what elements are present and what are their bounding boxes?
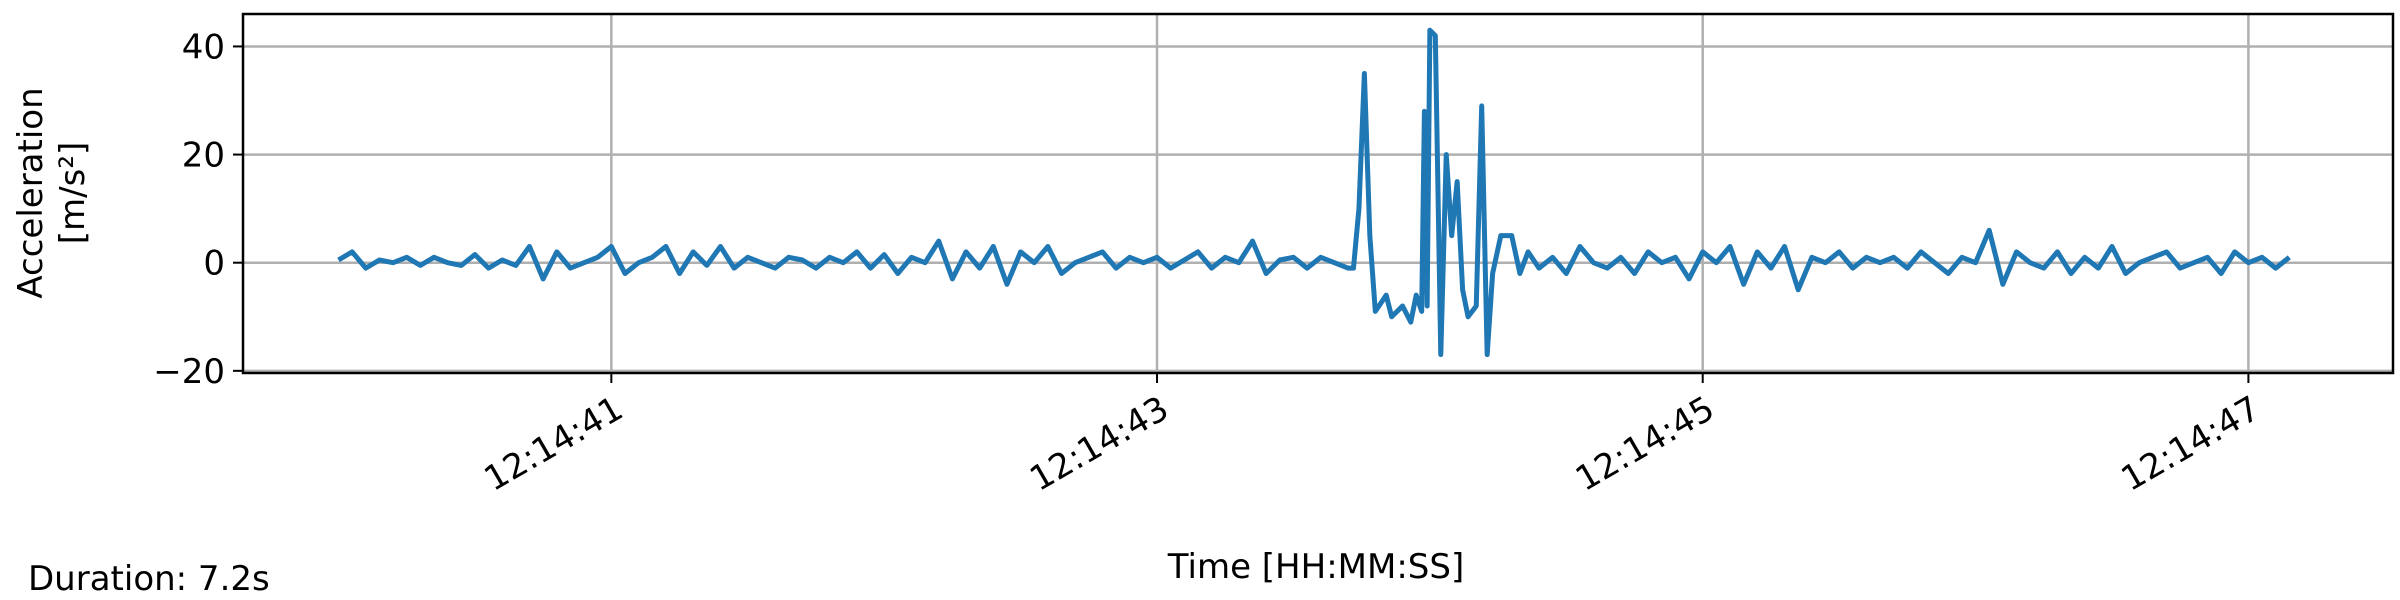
y-tick-label: 0 (203, 244, 225, 284)
x-axis-label: Time [HH:MM:SS] (1167, 547, 1464, 587)
x-tick-label: 12:14:43 (1023, 389, 1175, 500)
line-series (337, 27, 2291, 358)
y-tick-label: 40 (182, 27, 225, 67)
y-tick-label: −20 (153, 352, 225, 392)
y-tick-label: 20 (182, 136, 225, 176)
x-tick-label: 12:14:45 (1569, 389, 1721, 500)
x-tick-label: 12:14:47 (2115, 389, 2267, 500)
x-tick-label: 12:14:41 (478, 389, 630, 500)
y-axis-label: Acceleration (11, 87, 51, 298)
y-axis-label: [m/s²] (53, 142, 93, 244)
duration-label: Duration: 7.2s (28, 559, 270, 599)
plot-frame (241, 12, 2395, 375)
